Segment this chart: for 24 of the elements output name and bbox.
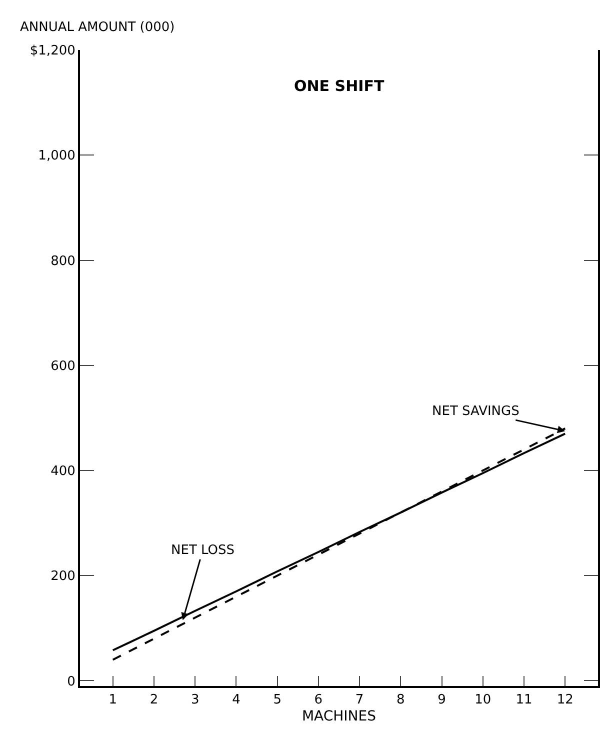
x-tick-label: 5 — [273, 692, 282, 708]
x-tick-label: 12 — [556, 692, 574, 708]
x-tick-label: 6 — [314, 692, 323, 708]
x-tick-label: 8 — [396, 692, 405, 708]
y-tick-label: 400 — [50, 464, 76, 480]
x-tick-label: 10 — [474, 692, 492, 708]
x-tick-label: 3 — [190, 692, 200, 708]
x-tick-label: 7 — [355, 692, 364, 708]
text: ONE SHIFT — [294, 77, 385, 95]
y-tick-label: 600 — [50, 358, 76, 374]
y-tick-label: 0 — [67, 674, 76, 690]
y-axis-title: ANNUAL AMOUNT (000) — [20, 20, 175, 35]
x-tick-label: 4 — [232, 692, 240, 708]
x-tick-label: 1 — [108, 692, 118, 708]
y-tick-label: 800 — [50, 254, 76, 269]
annotation: NET LOSS — [171, 543, 235, 558]
x-tick-label: 9 — [438, 692, 446, 708]
annotation: NET SAVINGS — [432, 404, 520, 419]
x-tick-label: 2 — [150, 692, 158, 708]
y-tick-label: 200 — [50, 569, 76, 584]
y-tick-label: $1,200 — [30, 44, 76, 59]
x-axis-title: MACHINES — [302, 708, 376, 724]
x-tick-label: 11 — [516, 692, 532, 708]
y-tick-label: 1,000 — [38, 148, 76, 164]
